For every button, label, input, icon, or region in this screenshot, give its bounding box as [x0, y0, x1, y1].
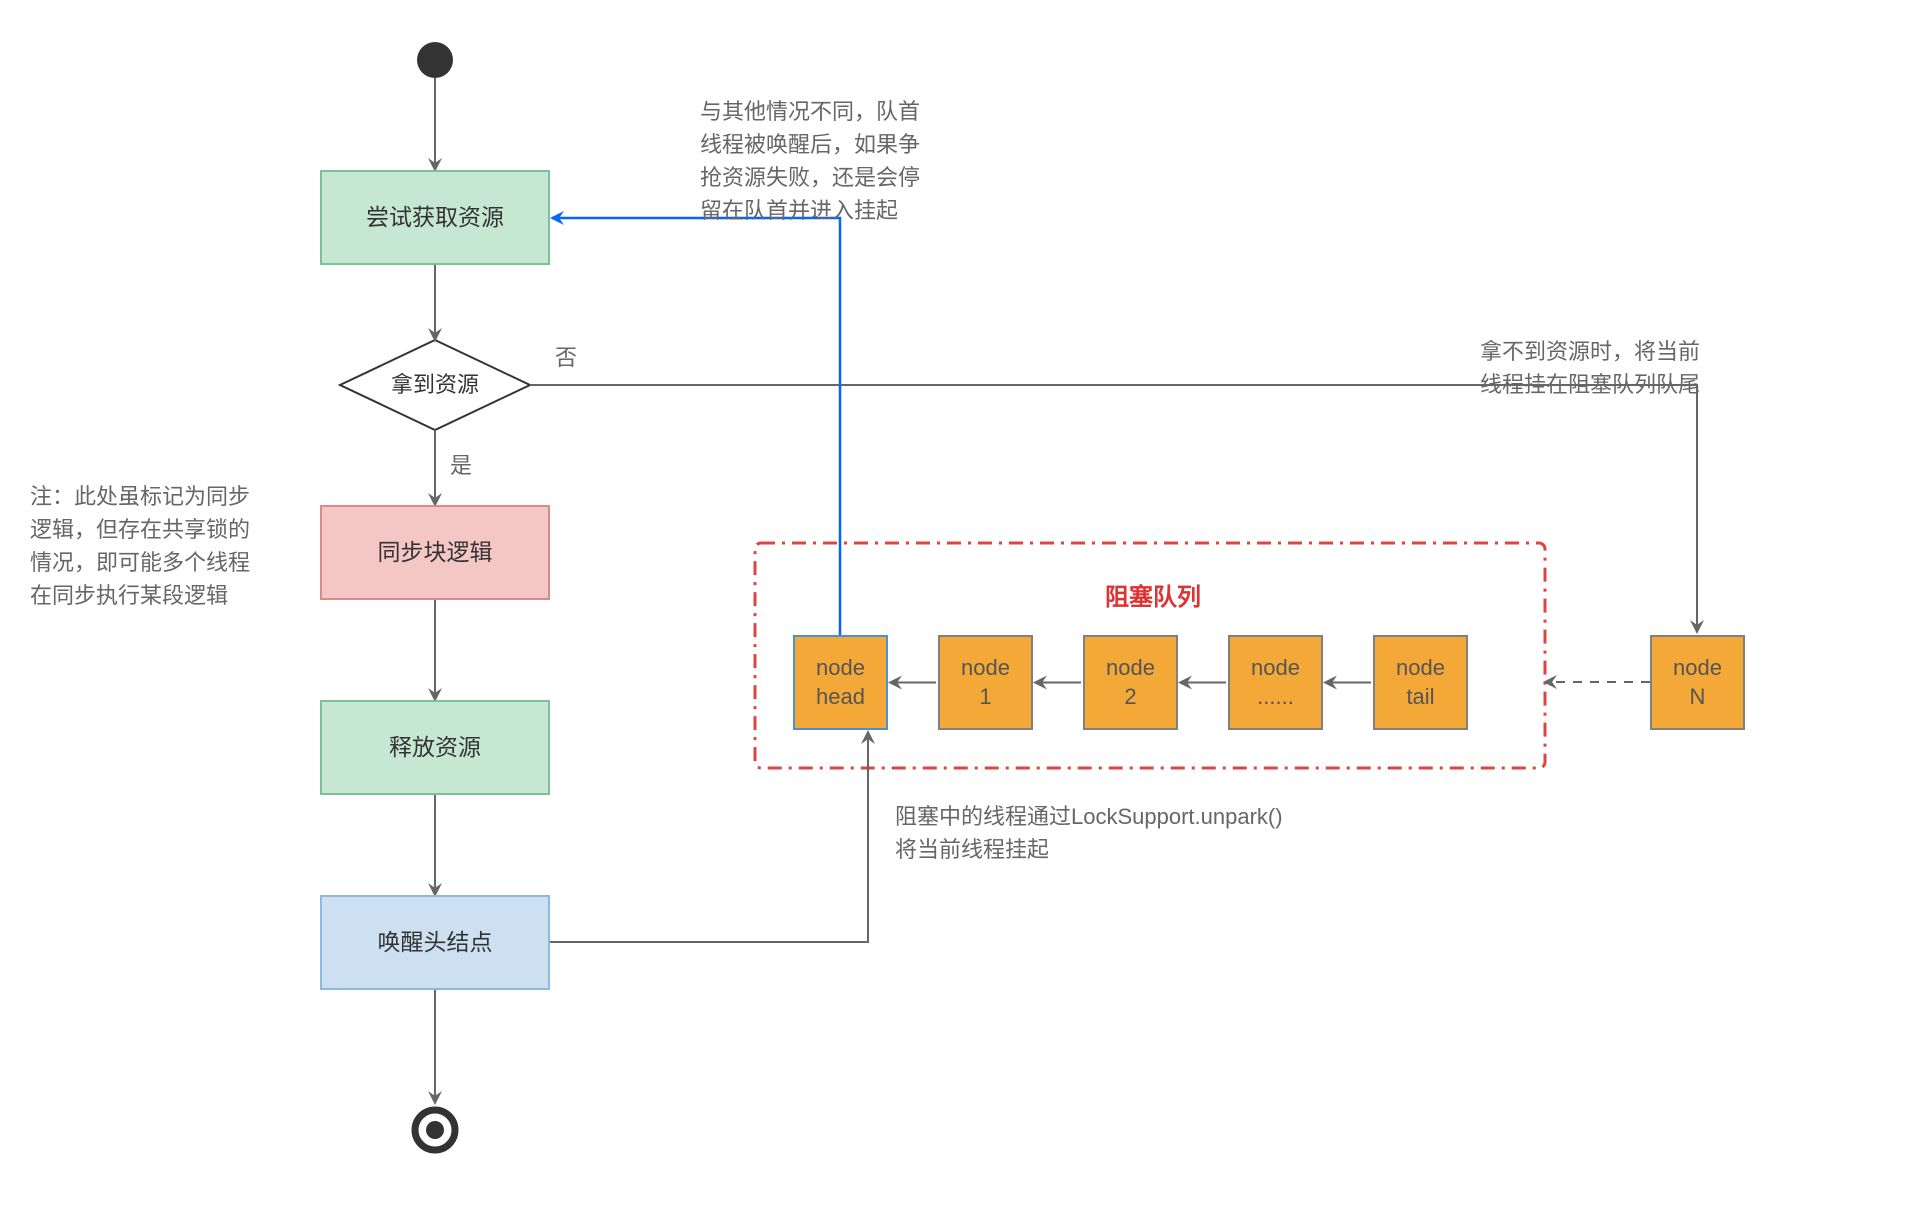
- edge-label-yes: 是: [450, 448, 472, 480]
- queue-node-head: nodehead: [793, 635, 888, 730]
- flow-box-release-label: 释放资源: [389, 733, 481, 763]
- queue-node-n1: node1: [938, 635, 1033, 730]
- flow-box-acquire-label: 尝试获取资源: [366, 203, 504, 233]
- flow-box-wake: 唤醒头结点: [320, 895, 550, 990]
- flow-box-sync-label: 同步块逻辑: [378, 538, 493, 568]
- blocking-queue-title: 阻塞队列: [1105, 580, 1201, 616]
- decision-diamond-label: 拿到资源: [391, 371, 479, 400]
- queue-node-dots: node......: [1228, 635, 1323, 730]
- annotation-retry: 与其他情况不同，队首线程被唤醒后，如果争抢资源失败，还是会停留在队首并进入挂起: [700, 95, 1020, 227]
- flow-box-sync: 同步块逻辑: [320, 505, 550, 600]
- queue-node-tail: nodetail: [1373, 635, 1468, 730]
- annotation-unpark: 阻塞中的线程通过LockSupport.unpark()将当前线程挂起: [895, 800, 1455, 866]
- annotation-shared-lock: 注：此处虽标记为同步逻辑，但存在共享锁的情况，即可能多个线程在同步执行某段逻辑: [30, 480, 330, 612]
- flow-box-acquire: 尝试获取资源: [320, 170, 550, 265]
- queue-node-external: nodeN: [1650, 635, 1745, 730]
- annotation-enqueue: 拿不到资源时，将当前线程挂在阻塞队列队尾: [1480, 335, 1810, 401]
- edge-label-no: 否: [555, 340, 577, 372]
- flow-box-release: 释放资源: [320, 700, 550, 795]
- flow-box-wake-label: 唤醒头结点: [378, 928, 493, 958]
- decision-diamond: 拿到资源: [340, 340, 530, 430]
- queue-node-n2: node2: [1083, 635, 1178, 730]
